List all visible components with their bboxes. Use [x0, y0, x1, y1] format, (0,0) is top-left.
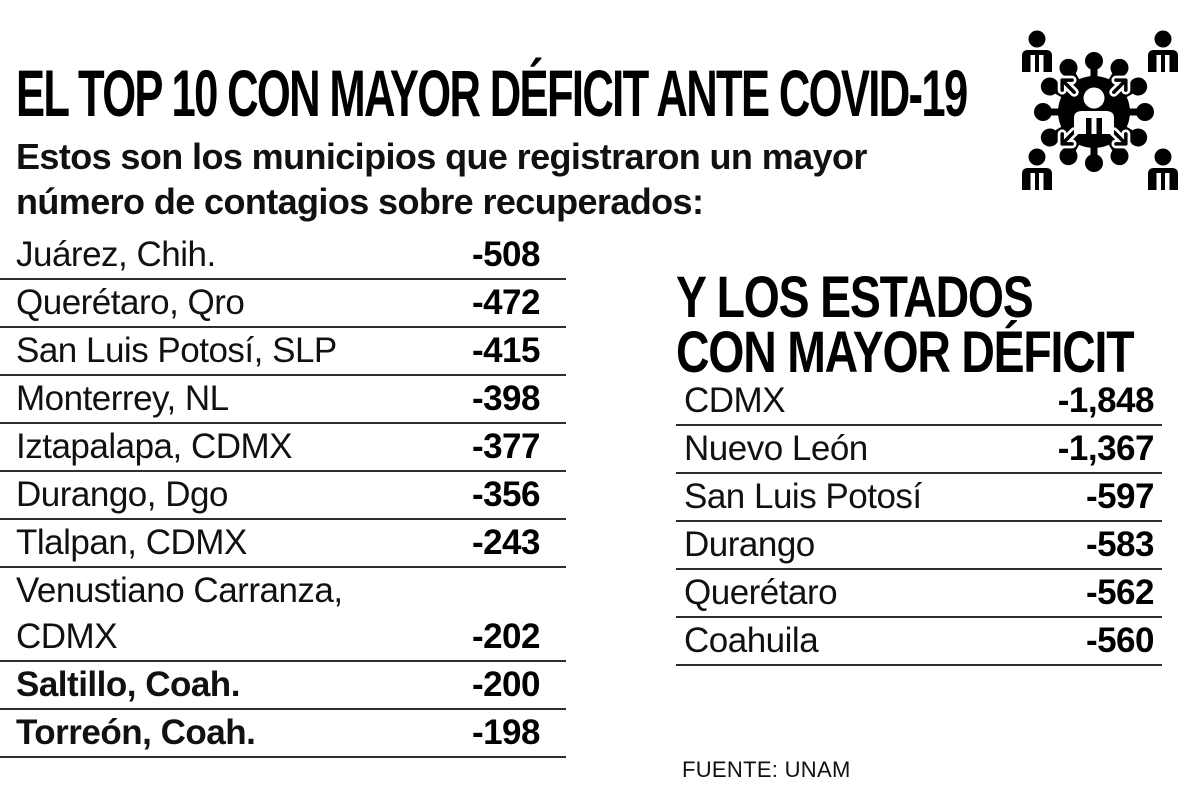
row-value: -560 — [1085, 621, 1155, 660]
table-row: Torreón, Coah. -198 — [0, 710, 566, 758]
row-value: -508 — [471, 235, 541, 274]
source-label: FUENTE: UNAM — [682, 757, 851, 782]
row-value: -597 — [1085, 477, 1155, 516]
row-label: Querétaro — [684, 573, 838, 612]
row-label: Nuevo León — [684, 429, 868, 468]
row-value: -415 — [471, 331, 541, 370]
table-row: Venustiano Carranza, CDMX -202 — [0, 568, 566, 662]
row-label: Tlalpan, CDMX — [16, 523, 247, 562]
row-value: -200 — [471, 665, 541, 704]
table-row: Iztapalapa, CDMX -377 — [0, 424, 566, 472]
row-label: Torreón, Coah. — [16, 713, 256, 752]
row-value: -562 — [1085, 573, 1155, 612]
table-row: Tlalpan, CDMX -243 — [0, 520, 566, 568]
row-label: Monterrey, NL — [16, 379, 229, 418]
table-row: Querétaro -562 — [676, 570, 1162, 618]
row-label: Juárez, Chih. — [16, 235, 216, 274]
row-value: -243 — [471, 523, 541, 562]
row-label: CDMX — [684, 381, 786, 420]
table-row: Nuevo León -1,367 — [676, 426, 1162, 474]
row-value: -377 — [471, 427, 541, 466]
table-row: Durango, Dgo -356 — [0, 472, 566, 520]
row-value: -202 — [471, 617, 541, 656]
row-label: Querétaro, Qro — [16, 283, 245, 322]
page-title: EL TOP 10 CON MAYOR DÉFICIT ANTE COVID-1… — [16, 56, 968, 131]
subtitle-line-1: Estos son los municipios que registraron… — [16, 136, 867, 177]
contagion-spread-icon — [1012, 24, 1188, 196]
states-heading: Y LOS ESTADOS CON MAYOR DÉFICIT — [676, 265, 1135, 386]
row-value: -198 — [471, 713, 541, 752]
row-label: Iztapalapa, CDMX — [16, 427, 293, 466]
row-label: Saltillo, Coah. — [16, 665, 240, 704]
row-value: -583 — [1085, 525, 1155, 564]
table-row: Saltillo, Coah. -200 — [0, 662, 566, 710]
table-row: Coahuila -560 — [676, 618, 1162, 666]
table-row: Monterrey, NL -398 — [0, 376, 566, 424]
states-heading-line-1: Y LOS ESTADOS — [676, 265, 1034, 331]
table-row: Juárez, Chih. -508 — [0, 232, 566, 280]
states-heading-line-2: CON MAYOR DÉFICIT — [676, 320, 1135, 386]
row-label: Durango — [684, 525, 815, 564]
row-value: -1,848 — [1057, 381, 1155, 420]
table-row: Durango -583 — [676, 522, 1162, 570]
subtitle-line-2: número de contagios sobre recuperados: — [16, 181, 704, 222]
row-label: San Luis Potosí, SLP — [16, 331, 337, 370]
row-value: -472 — [471, 283, 541, 322]
row-label: Durango, Dgo — [16, 475, 228, 514]
row-label: Coahuila — [684, 621, 819, 660]
row-value: -1,367 — [1057, 429, 1155, 468]
table-row: San Luis Potosí, SLP -415 — [0, 328, 566, 376]
municipalities-table: Juárez, Chih. -508 Querétaro, Qro -472 S… — [0, 232, 566, 758]
row-value: -356 — [471, 475, 541, 514]
table-row: Querétaro, Qro -472 — [0, 280, 566, 328]
row-label: Venustiano Carranza, CDMX — [16, 571, 343, 656]
states-table: CDMX -1,848 Nuevo León -1,367 San Luis P… — [676, 378, 1162, 666]
row-value: -398 — [471, 379, 541, 418]
row-label: San Luis Potosí — [684, 477, 922, 516]
table-row: CDMX -1,848 — [676, 378, 1162, 426]
table-row: San Luis Potosí -597 — [676, 474, 1162, 522]
subtitle: Estos son los municipios que registraron… — [16, 134, 867, 224]
